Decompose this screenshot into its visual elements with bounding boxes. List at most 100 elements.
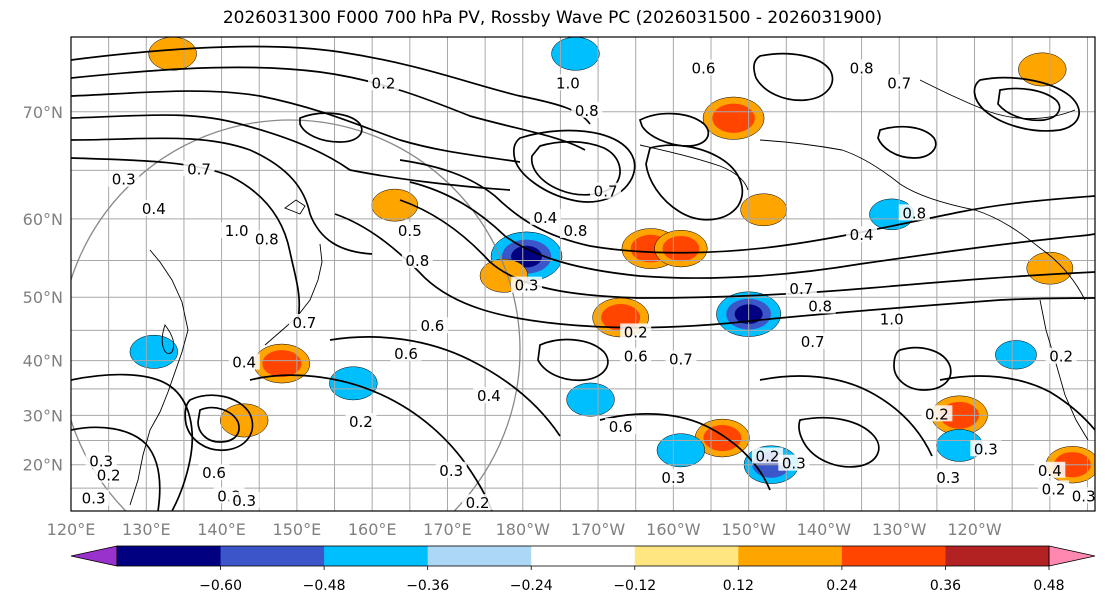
lon-tick-label: 120°W (947, 520, 1002, 539)
contour-label: 0.7 (801, 333, 825, 351)
contour-label: 0.7 (594, 183, 618, 201)
contour-label: 0.8 (902, 204, 926, 222)
colorbar-segment (841, 546, 946, 566)
contour-label: 0.6 (202, 464, 226, 482)
lon-tick-label: 160°E (348, 520, 397, 539)
contour-label: 0.3 (782, 455, 806, 473)
contour-label: 0.8 (575, 102, 599, 120)
anomaly-outer-20 (656, 433, 706, 468)
contour-label: 0.6 (394, 345, 418, 363)
lon-tick-label: 130°E (122, 520, 171, 539)
anomaly-outer-5 (371, 188, 419, 222)
anomaly-mid-9 (662, 235, 700, 262)
contour-label-bg (1045, 347, 1077, 364)
lat-tick-label: 50°N (23, 288, 63, 307)
contour-label: 0.7 (669, 351, 693, 369)
anomaly-outer-22 (566, 382, 615, 417)
contour-label: 0.5 (398, 222, 422, 240)
contour-label-bg (559, 221, 591, 238)
contour-label-bg (462, 494, 494, 511)
contour-label: 0.2 (349, 413, 373, 431)
contour-label: 0.2 (372, 74, 396, 92)
contour-label: 1.0 (880, 311, 904, 329)
contour-label: 0.7 (789, 280, 813, 298)
contour-label-bg (605, 418, 637, 435)
lon-tick-label: 160°W (646, 520, 701, 539)
lat-tick-label: 60°N (23, 210, 63, 229)
colorbar-tick-label: −0.12 (613, 578, 656, 594)
anomaly-outer-14 (551, 37, 600, 71)
contour-label-bg (108, 170, 140, 187)
contour-label-bg (804, 297, 836, 314)
contour-label-bg (251, 230, 283, 247)
contour-label: 0.4 (142, 200, 166, 218)
contour-label-bg (85, 452, 117, 469)
anomaly-outer-25 (1018, 52, 1067, 87)
contour-label: 0.7 (187, 160, 211, 178)
contour-label-bg (571, 101, 603, 118)
contour-label-bg (687, 59, 719, 76)
contour-label-bg (665, 350, 697, 367)
contour-label-bg (93, 466, 125, 483)
contour-label: 0.2 (466, 494, 490, 512)
contour-label-bg (288, 313, 320, 330)
colorbar-segment (117, 546, 222, 566)
contour-label-bg (221, 221, 253, 238)
contour-label-bg (1068, 487, 1095, 504)
contour-labels: 0.2 1.0 0.8 0.6 0.8 0.7 0.3 0.4 0.7 0.7 0.4 1.0 0.8 0… (78, 59, 1095, 512)
contour-label-bg (138, 199, 170, 216)
contour-label: 0.3 (515, 277, 539, 295)
chart-title: 2026031300 F000 700 hPa PV, Rossby Wave … (222, 8, 883, 28)
contour-label: 0.4 (850, 226, 874, 244)
contour-label: 0.3 (936, 469, 960, 487)
contour-label: 0.2 (1049, 348, 1073, 366)
colorbar-tick-label: 0.12 (723, 578, 754, 594)
lon-tick-label: 180°W (496, 520, 551, 539)
contour-label: 0.2 (925, 405, 949, 423)
lon-tick-label: 120°E (47, 520, 96, 539)
colorbar-tick-label: 0.24 (826, 578, 857, 594)
contour-label-bg (970, 440, 1002, 457)
contour-label: 0.7 (887, 74, 911, 92)
contour-label: 0.8 (564, 222, 588, 240)
lon-tick-label: 150°E (273, 520, 322, 539)
colorbar-tick-label: −0.36 (406, 578, 449, 594)
anomaly-outer-23 (148, 37, 197, 71)
contour-label-bg (657, 468, 689, 485)
lat-tick-label: 40°N (23, 352, 63, 371)
contour-label-bg (416, 317, 448, 334)
contour-label-bg (511, 276, 543, 293)
lat-tick-label: 70°N (23, 103, 63, 122)
contour-label: 0.3 (974, 440, 998, 458)
contour-label: 0.4 (232, 354, 256, 372)
colorbar-frame (116, 545, 1050, 567)
anomaly-mid-6 (262, 350, 302, 377)
lat-tick-label: 20°N (23, 456, 63, 475)
contour-label-bg (529, 208, 561, 225)
contour-label: 1.0 (556, 74, 580, 92)
contour-label: 0.3 (89, 452, 113, 470)
anomaly-outer-19 (995, 340, 1037, 370)
contour-label-bg (1034, 461, 1066, 478)
lon-tick-label: 140°W (797, 520, 852, 539)
contour-label-bg (552, 74, 584, 91)
contour-label-bg (846, 226, 878, 243)
contour-label: 0.6 (692, 59, 716, 77)
contour-label: 0.8 (405, 252, 429, 270)
great-circle-arc (71, 119, 521, 511)
contour-label-bg (797, 332, 829, 349)
anomaly-mid-13 (703, 425, 742, 452)
contour-label-bg (590, 182, 622, 199)
contour-label: 0.8 (255, 230, 279, 248)
contour-label-bg (198, 464, 230, 481)
lon-axis: 120°E 130°E 140°E 150°E 160°E 170°E 180°W 170°W… (47, 520, 1002, 539)
contour-label-bg (345, 412, 377, 429)
lon-tick-label: 170°E (423, 520, 472, 539)
colorbar: −0.60 −0.48 −0.36 −0.24 −0.12 0.12 0.24 0.36 0.4… (70, 545, 1096, 594)
colorbar-tick-label: −0.48 (303, 578, 346, 594)
contour-label: 0.3 (82, 490, 106, 508)
anomaly-core-0 (511, 245, 542, 268)
contour-label: 0.6 (420, 317, 444, 335)
contour-label: 0.6 (609, 418, 633, 436)
